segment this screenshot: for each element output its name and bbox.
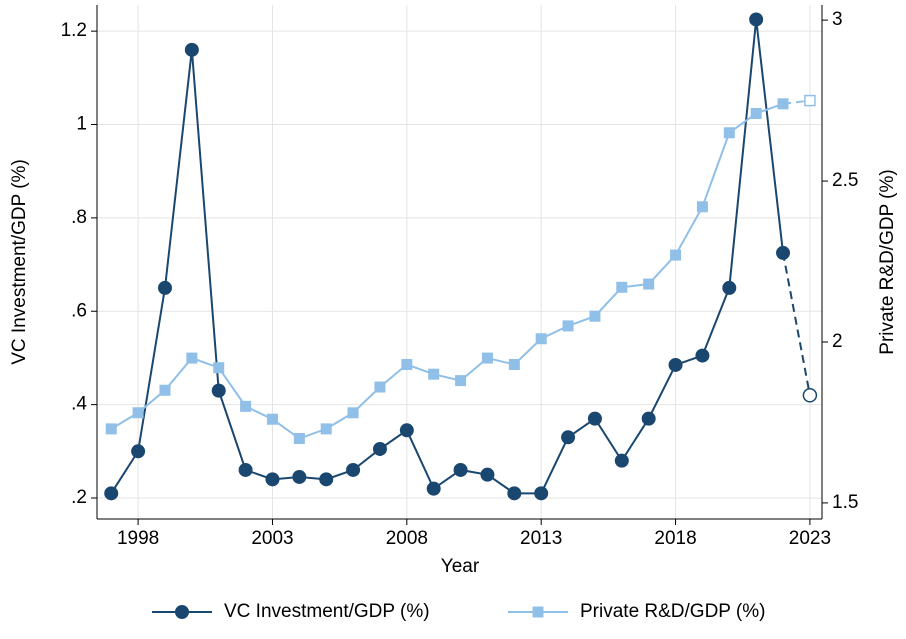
data-point	[131, 444, 146, 459]
data-point	[346, 462, 361, 477]
data-point	[347, 407, 359, 419]
data-point	[184, 42, 199, 57]
data-point	[670, 249, 682, 261]
data-point	[428, 368, 440, 380]
legend-marker	[532, 606, 544, 618]
data-point	[722, 280, 737, 295]
x-tick-label: 2008	[386, 528, 428, 549]
y-tick-label: .2	[71, 487, 87, 508]
data-point	[804, 94, 816, 107]
y-tick-label: 1	[76, 114, 87, 135]
data-point	[508, 359, 520, 371]
data-point	[292, 469, 307, 484]
data-point	[480, 467, 495, 482]
x-tick-label: 2023	[789, 528, 831, 549]
data-point	[105, 423, 117, 435]
data-point	[319, 472, 334, 487]
data-point	[695, 348, 710, 363]
data-point	[240, 400, 252, 412]
data-point	[750, 107, 762, 119]
data-point	[723, 127, 735, 139]
x-tick-label: 2003	[251, 528, 293, 549]
data-point	[265, 472, 280, 487]
data-point	[668, 357, 683, 372]
data-point	[213, 362, 225, 374]
data-point	[507, 486, 522, 501]
data-point	[401, 359, 413, 371]
data-point	[534, 486, 549, 501]
y-tick-label: .8	[71, 207, 87, 228]
data-point	[293, 433, 305, 445]
data-point	[132, 407, 144, 419]
y-tick-label: .4	[71, 394, 87, 415]
data-point	[481, 352, 493, 364]
data-point	[561, 430, 576, 445]
data-point	[614, 453, 629, 468]
y2-tick-label: 1.5	[832, 492, 858, 513]
data-point	[104, 486, 119, 501]
data-point	[777, 98, 789, 110]
y-axis-label: VC Investment/GDP (%)	[9, 159, 30, 365]
data-point	[399, 423, 414, 438]
legend-marker	[175, 605, 189, 619]
data-point	[562, 320, 574, 332]
y2-tick-label: 2	[832, 331, 843, 352]
data-point	[587, 411, 602, 426]
data-point	[455, 375, 467, 387]
data-point	[776, 245, 791, 260]
data-point	[643, 278, 655, 290]
x-tick-label: 2018	[654, 528, 696, 549]
data-point	[186, 352, 198, 364]
data-point	[159, 384, 171, 396]
series-line	[110, 19, 785, 495]
data-point	[238, 462, 253, 477]
data-point	[266, 413, 278, 425]
data-point	[616, 281, 628, 293]
y2-tick-label: 3	[832, 9, 843, 30]
data-point	[372, 441, 387, 456]
data-point	[535, 333, 547, 345]
y2-axis-label: Private R&D/GDP (%)	[877, 169, 898, 354]
data-point	[696, 201, 708, 213]
data-point	[641, 411, 656, 426]
data-point	[453, 462, 468, 477]
data-point	[320, 423, 332, 435]
data-point	[426, 481, 441, 496]
y-tick-label: .6	[71, 300, 87, 321]
data-point	[749, 12, 764, 27]
y2-tick-label: 2.5	[832, 170, 858, 191]
estimated-line	[782, 252, 811, 396]
data-point	[211, 383, 226, 398]
legend-label: Private R&D/GDP (%)	[580, 601, 765, 622]
x-tick-label: 2013	[520, 528, 562, 549]
x-tick-label: 1998	[117, 528, 159, 549]
data-point	[802, 388, 818, 403]
data-point	[157, 280, 172, 295]
legend-label: VC Investment/GDP (%)	[224, 601, 430, 622]
y-tick-label: 1.2	[61, 20, 87, 41]
data-point	[589, 310, 601, 322]
x-axis-label: Year	[441, 556, 480, 577]
data-point	[374, 381, 386, 393]
